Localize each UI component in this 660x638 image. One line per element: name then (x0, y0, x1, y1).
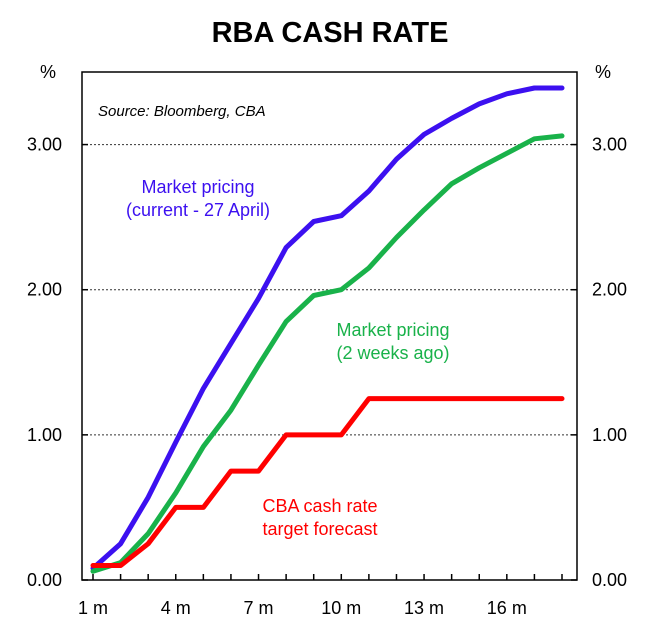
y-right-tick-label: 1.00 (592, 425, 627, 445)
annotation-cba-forecast-line-1: CBA cash rate (262, 496, 377, 516)
x-tick-label: 16 m (487, 598, 527, 618)
x-tick-label: 4 m (161, 598, 191, 618)
y-left-tick-label: 3.00 (27, 135, 62, 155)
plot-frame (81, 71, 578, 581)
annotations: Market pricing (current - 27 April) Market… (126, 177, 450, 539)
series-lines (90, 85, 565, 574)
y-left-tick-label: 0.00 (27, 570, 62, 590)
y-right-tick-label: 0.00 (592, 570, 627, 590)
x-axis: 1 m 4 m 7 m 10 m 13 m 16 m (78, 574, 563, 618)
annotation-market-2-weeks-ago-line-1: Market pricing (336, 320, 449, 340)
y-axis-left: 0.00 1.00 2.00 3.00 (27, 135, 88, 590)
x-tick-label: 13 m (404, 598, 444, 618)
y-left-tick-label: 1.00 (27, 425, 62, 445)
y-right-tick-label: 3.00 (592, 135, 627, 155)
y-left-tick-label: 2.00 (27, 280, 62, 300)
annotation-market-current-line-2: (current - 27 April) (126, 200, 270, 220)
series-line-cba-forecast (90, 396, 565, 568)
series-line-market-current (90, 85, 565, 571)
annotation-market-2-weeks-ago-line-2: (2 weeks ago) (336, 343, 449, 363)
annotation-market-current-line-1: Market pricing (141, 177, 254, 197)
chart-title: RBA CASH RATE (212, 17, 449, 49)
x-tick-label: 7 m (244, 598, 274, 618)
y-axis-unit-right: % (595, 62, 611, 82)
annotation-cba-forecast-line-2: target forecast (262, 519, 377, 539)
y-axis-unit-left: % (40, 62, 56, 82)
x-tick-label: 1 m (78, 598, 108, 618)
y-right-tick-label: 2.00 (592, 280, 627, 300)
x-tick-label: 10 m (321, 598, 361, 618)
series-line-market-2-weeks-ago (90, 133, 565, 574)
y-axis-right: 0.00 1.00 2.00 3.00 (571, 135, 627, 590)
gridlines (82, 144, 577, 436)
source-note: Source: Bloomberg, CBA (98, 103, 266, 120)
